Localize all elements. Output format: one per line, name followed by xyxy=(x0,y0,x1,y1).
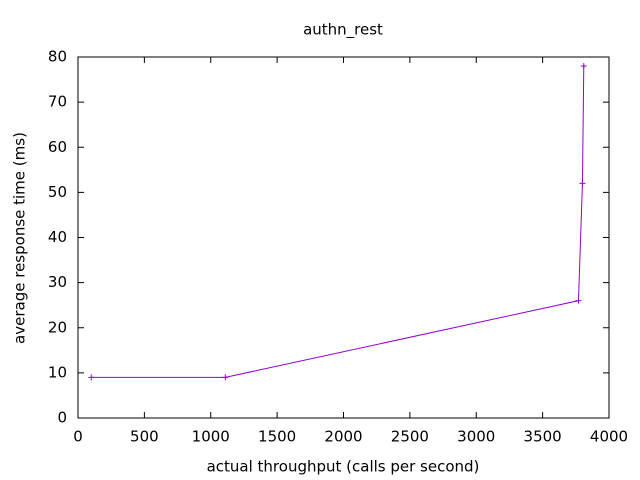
y-tick-label: 50 xyxy=(48,183,67,201)
x-tick-label: 3000 xyxy=(457,428,495,446)
x-tick-label: 1000 xyxy=(192,428,230,446)
point-marker xyxy=(579,180,586,187)
y-tick-label: 60 xyxy=(48,138,67,156)
point-marker xyxy=(580,63,587,70)
y-tick-label: 20 xyxy=(48,318,67,336)
y-tick-label: 40 xyxy=(48,228,67,246)
point-marker xyxy=(575,297,582,304)
x-tick-label: 1500 xyxy=(258,428,296,446)
data-line xyxy=(91,66,585,378)
x-tick-label: 0 xyxy=(73,428,83,446)
x-tick-label: 4000 xyxy=(590,428,628,446)
point-marker xyxy=(222,374,229,381)
y-tick-label: 70 xyxy=(48,93,67,111)
y-tick-label: 10 xyxy=(48,363,67,381)
x-tick-label: 3500 xyxy=(524,428,562,446)
x-tick-label: 2000 xyxy=(324,428,362,446)
y-tick-label: 80 xyxy=(48,48,67,66)
plot-border xyxy=(77,56,610,419)
point-marker xyxy=(88,374,95,381)
y-tick-label: 30 xyxy=(48,273,67,291)
y-tick-label: 0 xyxy=(57,409,67,427)
y-axis-label: average response time (ms) xyxy=(11,132,29,344)
x-axis-label: actual throughput (calls per second) xyxy=(207,458,480,476)
x-tick-label: 2500 xyxy=(391,428,429,446)
chart-title: authn_rest xyxy=(303,21,383,40)
x-tick-label: 500 xyxy=(130,428,159,446)
